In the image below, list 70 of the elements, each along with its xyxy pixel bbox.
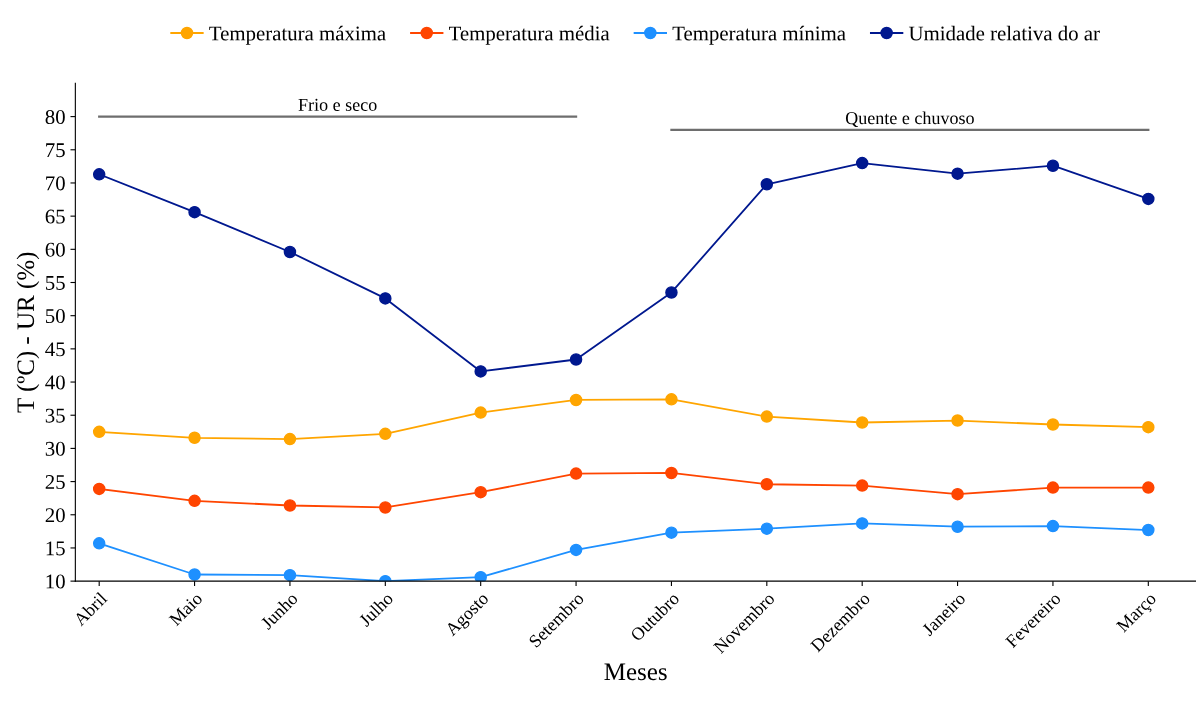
point <box>188 431 201 445</box>
point <box>760 410 774 423</box>
point <box>1046 481 1060 494</box>
point <box>569 543 583 557</box>
point <box>760 178 774 191</box>
point <box>951 167 964 180</box>
point <box>188 205 201 219</box>
point <box>1046 159 1060 172</box>
point <box>1142 420 1155 434</box>
series-label: Frio e seco <box>298 98 377 111</box>
y-tick-label: 80 <box>45 109 65 125</box>
point <box>569 353 583 366</box>
point <box>855 479 869 492</box>
point <box>283 499 297 512</box>
point <box>665 286 678 299</box>
point <box>379 501 392 514</box>
point <box>665 466 678 480</box>
point <box>1142 523 1155 537</box>
point <box>474 570 487 582</box>
y-tick-label: 25 <box>45 475 65 490</box>
point <box>379 427 392 441</box>
point <box>760 477 774 491</box>
point <box>951 520 964 533</box>
y-tick-label: 75 <box>46 143 65 158</box>
point <box>665 526 678 539</box>
point <box>1142 481 1155 494</box>
legend-label: Temperatura mínima <box>672 25 846 45</box>
point <box>855 517 869 530</box>
point <box>951 487 964 501</box>
y-tick-label: 50 <box>46 309 65 324</box>
y-tick-label: 30 <box>45 441 65 456</box>
point <box>474 406 487 419</box>
y-tick-label: 60 <box>45 242 65 257</box>
series-label: Quente e chuvoso <box>845 111 974 127</box>
point <box>92 482 106 496</box>
point <box>760 522 774 535</box>
point <box>951 414 964 427</box>
point <box>855 416 869 429</box>
point <box>92 168 106 181</box>
point <box>1142 192 1155 206</box>
point <box>474 485 487 499</box>
point <box>188 494 201 508</box>
x-axis-title: Meses <box>604 663 667 681</box>
point <box>283 245 297 259</box>
point <box>569 393 583 407</box>
y-tick-label: 20 <box>45 508 65 523</box>
legend-label: Umidade relativa do ar <box>908 25 1100 41</box>
point <box>569 467 583 480</box>
y-tick-label: 40 <box>45 375 65 390</box>
point <box>665 393 678 406</box>
y-tick-label: 35 <box>45 408 65 423</box>
point <box>1046 418 1060 431</box>
point <box>188 568 201 581</box>
point <box>474 365 487 378</box>
legend-label: Temperatura média <box>449 25 610 45</box>
point <box>379 292 392 305</box>
point <box>92 425 106 439</box>
y-tick-label: 45 <box>45 342 65 357</box>
point <box>283 432 297 446</box>
point <box>855 156 869 170</box>
legend-label: Temperatura máxima <box>209 25 386 45</box>
y-tick-label: 15 <box>46 541 65 556</box>
y-tick-label: 70 <box>46 176 65 191</box>
y-tick-label: 55 <box>46 276 65 290</box>
point <box>1046 519 1060 533</box>
y-tick-label: 65 <box>45 209 65 224</box>
y-tick-label: 10 <box>46 574 65 589</box>
y-axis-title: T (ºC) - UR (%) <box>16 252 40 413</box>
point <box>92 537 106 550</box>
point <box>283 568 297 582</box>
